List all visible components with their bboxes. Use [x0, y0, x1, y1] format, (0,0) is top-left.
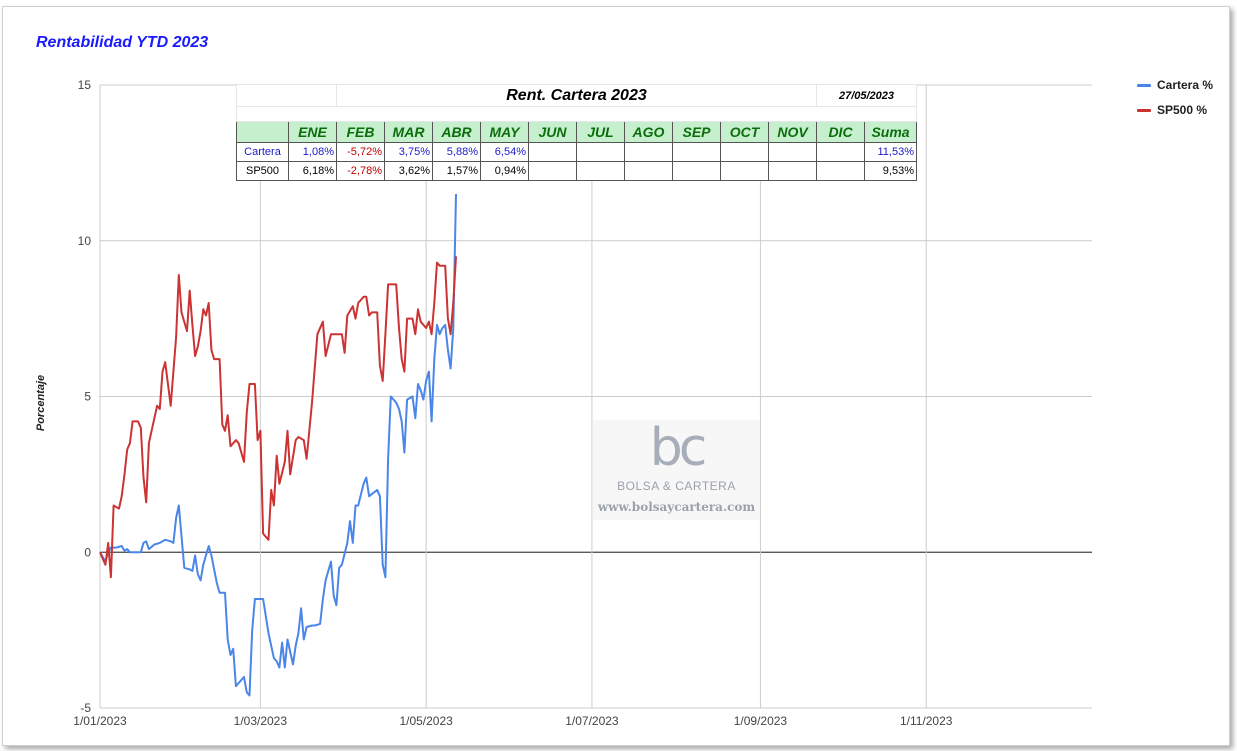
table-header-cell: SEP: [672, 121, 721, 143]
table-cell: 11,53%: [864, 142, 917, 162]
table-header-cell: FEB: [336, 121, 385, 143]
returns-table: Rent. Cartera 2023 27/05/2023 ENE FEB MAR A…: [236, 84, 917, 181]
legend-item-cartera[interactable]: Cartera %: [1137, 78, 1213, 92]
x-tick-label: 1/11/2023: [900, 714, 953, 728]
table-row-label: SP500: [236, 161, 289, 181]
table-cell: [768, 142, 817, 162]
table-cell: 3,75%: [384, 142, 433, 162]
table-title-row: Rent. Cartera 2023 27/05/2023: [236, 84, 917, 107]
table-cell: -5,72%: [336, 142, 385, 162]
table-cell: [576, 161, 625, 181]
legend-label-cartera: Cartera %: [1157, 78, 1214, 92]
table-row-cartera: Cartera 1,08% -5,72% 3,75% 5,88% 6,54% 11,53%: [236, 142, 917, 162]
table-cell: 3,62%: [384, 161, 433, 181]
x-tick-label: 1/03/2023: [234, 714, 288, 728]
table-cell: [672, 142, 721, 162]
table-header-cell: OCT: [720, 121, 769, 143]
table-cell: [816, 142, 865, 162]
table-spacer-row: [236, 106, 917, 122]
x-tick-label: 1/09/2023: [734, 714, 788, 728]
y-tick-label: 5: [84, 390, 91, 404]
table-cell: 5,88%: [432, 142, 481, 162]
table-cell: [624, 161, 673, 181]
legend-swatch-sp500: [1137, 109, 1151, 113]
legend-item-sp500[interactable]: SP500 %: [1137, 103, 1207, 117]
table-header-cell: JUL: [576, 121, 625, 143]
table-header-cell: ABR: [432, 121, 481, 143]
table-cell: [720, 161, 769, 181]
series-line-sp500: [99, 256, 457, 579]
table-cell: -2,78%: [336, 161, 385, 181]
y-tick-label: 10: [78, 234, 92, 248]
table-header-corner: [236, 121, 289, 143]
table-header-cell: MAR: [384, 121, 433, 143]
y-tick-label: -5: [80, 701, 91, 715]
table-cell: 0,94%: [480, 161, 529, 181]
table-row-label: Cartera: [236, 142, 289, 162]
table-cell: [528, 161, 577, 181]
table-cell: [720, 142, 769, 162]
table-cell: [816, 161, 865, 181]
table-cell: 9,53%: [864, 161, 917, 181]
table-cell: [576, 142, 625, 162]
table-row-sp500: SP500 6,18% -2,78% 3,62% 1,57% 0,94% 9,53%: [236, 161, 917, 181]
table-header-row: ENE FEB MAR ABR MAY JUN JUL AGO SEP OCT NOV DIC Suma: [236, 121, 917, 143]
legend-label-sp500: SP500 %: [1157, 103, 1208, 117]
table-cell: 1,57%: [432, 161, 481, 181]
table-header-cell: JUN: [528, 121, 577, 143]
watermark-brand: BOLSA & CARTERA: [617, 479, 736, 493]
table-header-cell: AGO: [624, 121, 673, 143]
table-header-cell: MAY: [480, 121, 529, 143]
table-date: 27/05/2023: [816, 84, 917, 107]
watermark-url: www.bolsaycartera.com: [597, 500, 756, 514]
table-cell: 6,18%: [288, 161, 337, 181]
watermark-logo: bc: [649, 418, 708, 478]
x-tick-label: 1/05/2023: [399, 714, 453, 728]
table-cell: 1,08%: [288, 142, 337, 162]
table-cell: 6,54%: [480, 142, 529, 162]
table-cell: [624, 142, 673, 162]
table-title: Rent. Cartera 2023: [336, 84, 817, 107]
table-header-cell: ENE: [288, 121, 337, 143]
y-tick-label: 15: [78, 78, 92, 92]
series-line-cartera: [99, 193, 457, 697]
chart-title: Rentabilidad YTD 2023: [36, 34, 209, 51]
x-tick-label: 1/07/2023: [565, 714, 619, 728]
legend-swatch-cartera: [1137, 84, 1151, 88]
x-tick-label: 1/01/2023: [73, 714, 127, 728]
table-header-cell: DIC: [816, 121, 865, 143]
table-cell: [528, 142, 577, 162]
table-cell: [672, 161, 721, 181]
table-header-cell: Suma: [864, 121, 917, 143]
watermark: bc BOLSA & CARTERA www.bolsaycartera.com: [593, 418, 760, 520]
table-header-cell: NOV: [768, 121, 817, 143]
table-cell: [768, 161, 817, 181]
y-tick-label: 0: [84, 545, 91, 559]
